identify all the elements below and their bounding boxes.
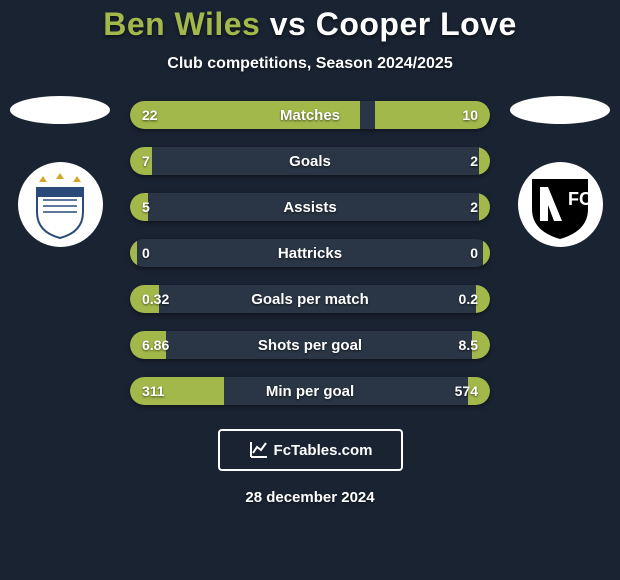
stat-bars: 2210Matches 72Goals 52Assists 00Hattricks 0.…	[130, 101, 490, 405]
team1-crest-icon	[25, 170, 95, 240]
stat-row: 72Goals	[130, 147, 490, 175]
team1-logo-column	[10, 96, 110, 266]
stat-label: Hattricks	[130, 239, 490, 267]
team2-ellipse	[510, 96, 610, 124]
stat-label: Goals per match	[130, 285, 490, 313]
team1-ellipse	[10, 96, 110, 124]
team2-logo-column: FC	[510, 96, 610, 266]
content-area: FC 2210Matches 72Goals 52Assists 00Hattrick…	[0, 101, 620, 405]
team2-crest-icon: FC	[524, 169, 596, 241]
team2-badge: FC	[518, 162, 603, 247]
date-label: 28 december 2024	[0, 489, 620, 506]
player1-name: Ben Wiles	[103, 6, 260, 42]
stat-label: Assists	[130, 193, 490, 221]
stat-label: Matches	[130, 101, 490, 129]
team1-badge	[18, 162, 103, 247]
vs-label: vs	[270, 6, 307, 42]
watermark: FcTables.com	[218, 429, 403, 471]
stat-label: Min per goal	[130, 377, 490, 405]
stat-label: Shots per goal	[130, 331, 490, 359]
svg-text:FC: FC	[568, 189, 592, 209]
stat-row: 00Hattricks	[130, 239, 490, 267]
comparison-card: Ben Wiles vs Cooper Love Club competitio…	[0, 0, 620, 580]
stat-row: 311574Min per goal	[130, 377, 490, 405]
stat-label: Goals	[130, 147, 490, 175]
watermark-text: FcTables.com	[274, 442, 373, 459]
stat-row: 0.320.2Goals per match	[130, 285, 490, 313]
chart-icon	[248, 439, 270, 461]
page-title: Ben Wiles vs Cooper Love	[0, 6, 620, 43]
subtitle: Club competitions, Season 2024/2025	[0, 55, 620, 73]
stat-row: 52Assists	[130, 193, 490, 221]
stat-row: 2210Matches	[130, 101, 490, 129]
stat-row: 6.868.5Shots per goal	[130, 331, 490, 359]
player2-name: Cooper Love	[316, 6, 517, 42]
